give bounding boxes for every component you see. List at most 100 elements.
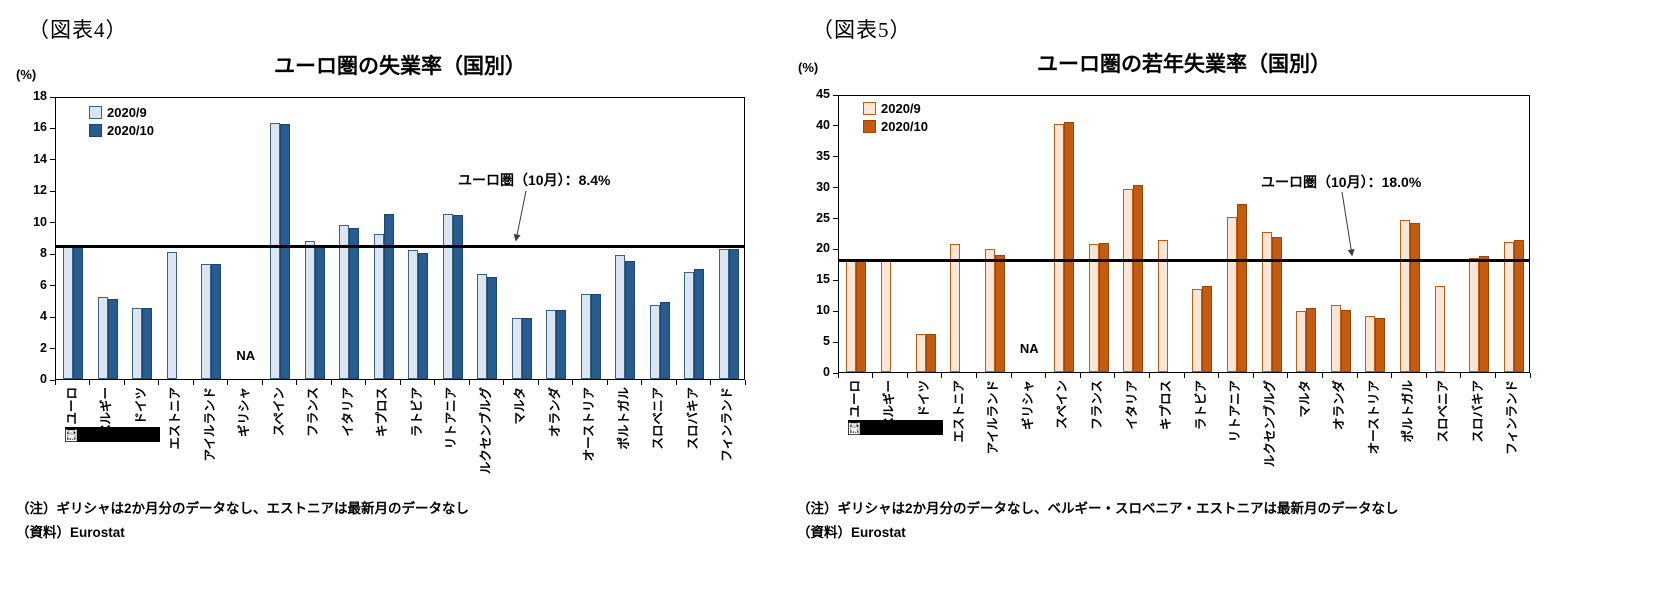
y-axis-tick xyxy=(833,218,838,220)
y-axis-tick-label: 25 xyxy=(816,210,830,225)
legend-item-sep: 2020/9 xyxy=(89,105,154,120)
legend-label-sep: 2020/9 xyxy=(881,101,921,116)
x-axis-tick xyxy=(158,380,159,385)
y-axis-tick xyxy=(833,279,838,281)
bar xyxy=(546,310,556,379)
bar xyxy=(719,249,729,379)
bar xyxy=(846,261,856,372)
x-axis-tick xyxy=(941,373,943,378)
bars-layer xyxy=(839,96,1529,372)
bar xyxy=(167,252,177,379)
bar xyxy=(1469,258,1479,372)
x-axis-tick xyxy=(1494,373,1496,378)
na-label: NA xyxy=(1019,341,1039,356)
y-axis-tick xyxy=(50,190,55,192)
legend-swatch-sep xyxy=(863,102,876,115)
y-axis-tick-label: 20 xyxy=(816,241,830,256)
category-label: イタリア xyxy=(1124,380,1139,430)
y-axis-tick xyxy=(833,187,838,189)
bar xyxy=(1365,316,1375,372)
y-axis-tick xyxy=(833,125,838,127)
x-axis-tick xyxy=(1287,373,1289,378)
bar xyxy=(1123,189,1133,372)
y-axis-tick-label: 12 xyxy=(33,183,47,198)
x-axis-tick xyxy=(1148,373,1150,378)
bar xyxy=(556,310,566,379)
x-axis-tick xyxy=(192,380,194,385)
x-axis-tick xyxy=(1321,373,1323,378)
category-label: オーストリア xyxy=(1366,380,1381,455)
chart-title: ユーロ圏の若年失業率（国別） xyxy=(1037,53,1331,76)
x-axis-tick xyxy=(710,380,711,385)
category-label: スペイン xyxy=(1055,380,1070,430)
category-label: スロバキア xyxy=(1470,380,1485,443)
bar xyxy=(694,269,704,379)
x-axis-tick xyxy=(227,380,228,385)
x-axis-tick xyxy=(1529,373,1531,378)
bar xyxy=(856,261,866,372)
bar xyxy=(1504,242,1514,372)
reference-annotation: ユーロ圏（10月）：8.4% xyxy=(458,172,611,188)
bar xyxy=(108,299,118,379)
x-axis-tick xyxy=(1391,373,1393,378)
bar xyxy=(926,334,936,372)
legend-item-oct: 2020/10 xyxy=(863,119,928,134)
x-axis-tick xyxy=(837,373,839,378)
bar xyxy=(315,245,325,379)
y-axis-tick-label: 18 xyxy=(33,89,47,103)
bar xyxy=(1089,244,1099,372)
bar xyxy=(132,308,142,379)
x-axis-tick xyxy=(1079,373,1081,378)
figure-label: （図表4） xyxy=(28,18,128,42)
y-axis-unit-label: (%) xyxy=(798,60,819,75)
y-axis-tick xyxy=(833,156,838,158)
y-axis-tick xyxy=(833,341,838,343)
x-axis-tick xyxy=(975,373,977,378)
y-axis-tick-label: 5 xyxy=(823,334,830,349)
y-axis-tick xyxy=(833,310,838,312)
bar xyxy=(1435,286,1445,372)
y-axis-tick-label: 40 xyxy=(816,117,830,132)
source-credit: （資料）Eurostat xyxy=(797,525,906,540)
bar xyxy=(280,124,290,379)
bar xyxy=(625,261,635,379)
y-axis-tick xyxy=(50,379,55,381)
bar xyxy=(1227,217,1237,372)
x-axis-tick xyxy=(1045,373,1047,378)
legend-label-oct: 2020/10 xyxy=(107,123,154,138)
y-axis-tick-label: 10 xyxy=(33,214,47,229)
category-label: キプロス xyxy=(1159,380,1174,431)
bar xyxy=(995,255,1005,372)
y-axis-tick-label: 2 xyxy=(40,340,47,355)
bar xyxy=(1375,318,1385,372)
source-credit: （資料）Eurostat xyxy=(16,525,125,540)
footnote: （注）ギリシャは2か月分のデータなし、エストニアは最新月のデータなし xyxy=(16,501,470,516)
x-axis-tick xyxy=(641,380,642,385)
bar xyxy=(453,215,463,379)
bar xyxy=(339,225,349,379)
legend-item-oct: 2020/10 xyxy=(89,123,154,138)
category-label: スロベニア xyxy=(1435,380,1450,443)
bar xyxy=(1202,286,1212,372)
x-axis-tick xyxy=(906,373,908,378)
y-axis-tick xyxy=(50,285,55,287)
category-label: ギリシャ xyxy=(1020,380,1035,431)
y-axis-tick xyxy=(50,127,55,129)
y-axis-tick-label: 16 xyxy=(33,120,47,135)
figure-label: （図表5） xyxy=(812,18,912,42)
bar xyxy=(916,334,926,372)
bar xyxy=(73,247,83,379)
y-axis-unit-label: (%) xyxy=(16,67,37,82)
bar xyxy=(615,255,625,379)
category-label: マルタ xyxy=(1297,380,1312,418)
bar xyxy=(522,318,532,379)
y-axis-tick-label: 10 xyxy=(816,303,830,318)
y-axis-tick xyxy=(833,248,838,250)
y-axis-tick-label: 8 xyxy=(40,246,47,261)
category-label: オランダ xyxy=(1332,380,1347,431)
bar xyxy=(305,241,315,379)
bar xyxy=(1054,124,1064,372)
